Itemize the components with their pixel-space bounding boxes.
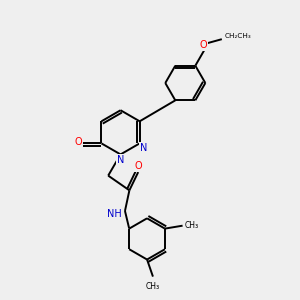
Text: O: O [200, 40, 207, 50]
Text: N: N [117, 155, 124, 165]
Text: N: N [140, 143, 147, 153]
Text: CH₃: CH₃ [185, 221, 199, 230]
Text: O: O [135, 161, 142, 171]
Text: NH: NH [107, 209, 122, 219]
Text: CH₃: CH₃ [146, 282, 160, 291]
Text: O: O [74, 137, 82, 148]
Text: CH₂CH₃: CH₂CH₃ [224, 33, 251, 39]
